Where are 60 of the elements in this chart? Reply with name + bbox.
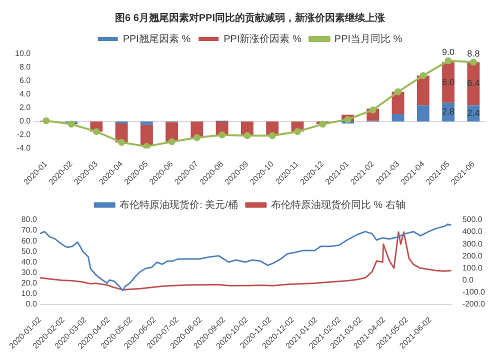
legend-label: 布伦特原油现货价: 美元/桶 <box>120 198 238 211</box>
point <box>118 138 126 146</box>
y2-tick-label: -100.0 <box>462 287 486 296</box>
y-tick-label: 20.0 <box>21 278 38 288</box>
y-tick-label: 10.0 <box>21 288 38 298</box>
point <box>244 132 251 140</box>
point <box>420 72 427 80</box>
y2-tick-label: 500.0 <box>462 215 483 224</box>
y-tick-label: 10.0 <box>14 49 32 58</box>
data-label: 8.8 <box>467 48 480 59</box>
y2-tick-label: -200.0 <box>462 299 486 308</box>
y-tick-label: 30.0 <box>21 268 38 277</box>
point <box>92 128 100 136</box>
point <box>294 128 301 136</box>
y-tick-label: 4.0 <box>19 90 32 99</box>
y-tick-label: 50.0 <box>21 246 38 256</box>
y-tick-label: 80.0 <box>21 215 38 224</box>
chart-title: 图6 6月翘尾因素对PPI同比的贡献减弱，新涨价因素继续上涨 <box>114 12 386 24</box>
legend-label: PPI新涨价因素 % <box>224 32 302 45</box>
y-tick-label: 60.0 <box>21 236 38 246</box>
point <box>168 138 176 146</box>
point <box>218 131 226 138</box>
y-tick-label: 0.0 <box>19 116 32 126</box>
y-tick-label: 6.0 <box>19 76 32 86</box>
y-tick-label: 8.0 <box>19 62 32 72</box>
y-tick-label: 2.0 <box>19 103 32 112</box>
data-label: 6.4 <box>467 78 480 88</box>
bar <box>416 105 430 122</box>
y-tick-label: 70.0 <box>21 226 38 235</box>
point <box>319 120 326 128</box>
y2-tick-label: 0.0 <box>462 275 474 284</box>
data-label: 6.0 <box>442 76 455 87</box>
bar <box>166 122 178 142</box>
legend-label: 布伦特原油现货价同比 % 右轴 <box>270 198 406 211</box>
y-tick-label: -2.0 <box>16 130 32 140</box>
point <box>193 134 200 142</box>
y-tick-label: 0.0 <box>26 299 38 308</box>
point <box>42 117 50 124</box>
bar <box>416 76 430 106</box>
point <box>470 58 477 66</box>
data-label: 2.8 <box>442 106 455 117</box>
point <box>268 132 276 140</box>
bar <box>140 121 153 125</box>
y2-tick-label: 300.0 <box>462 239 483 248</box>
legend-label: PPI当月同比 % <box>334 32 402 45</box>
y2-tick-label: 200.0 <box>462 251 483 260</box>
bar <box>392 114 404 122</box>
data-label: 9.0 <box>442 47 455 58</box>
point <box>444 57 452 64</box>
point <box>68 120 75 128</box>
point <box>344 116 352 123</box>
y-tick-label: -4.0 <box>16 144 32 153</box>
point <box>369 106 376 114</box>
point <box>394 88 402 96</box>
y-tick-label: 40.0 <box>21 257 38 266</box>
legend-label: PPI翘尾因素 % <box>122 32 191 45</box>
point <box>143 142 150 148</box>
y2-tick-label: 100.0 <box>462 263 483 272</box>
y2-tick-label: 400.0 <box>462 227 483 236</box>
data-label: 2.4 <box>467 108 480 118</box>
